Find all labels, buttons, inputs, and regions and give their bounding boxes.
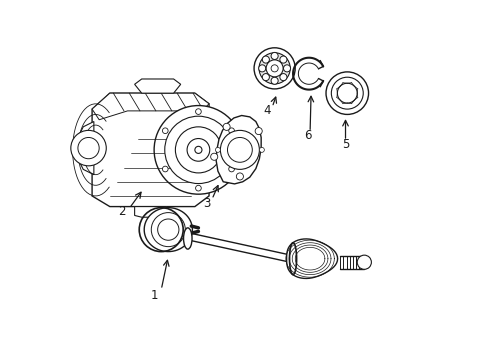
- Text: 3: 3: [203, 197, 210, 210]
- Circle shape: [154, 105, 242, 194]
- Circle shape: [259, 147, 264, 152]
- Polygon shape: [134, 79, 181, 93]
- Polygon shape: [286, 239, 337, 278]
- Circle shape: [262, 56, 269, 63]
- Circle shape: [187, 139, 209, 161]
- Text: 6: 6: [303, 129, 311, 142]
- Text: 5: 5: [341, 138, 348, 151]
- Circle shape: [283, 65, 290, 72]
- Polygon shape: [144, 208, 192, 252]
- Circle shape: [210, 153, 217, 160]
- Circle shape: [162, 166, 168, 172]
- Circle shape: [151, 213, 185, 247]
- Circle shape: [262, 73, 269, 81]
- Circle shape: [195, 109, 201, 114]
- Circle shape: [270, 77, 278, 84]
- Circle shape: [227, 138, 252, 162]
- Circle shape: [279, 56, 286, 63]
- Circle shape: [259, 53, 290, 84]
- Polygon shape: [207, 127, 224, 171]
- Circle shape: [356, 255, 370, 269]
- Circle shape: [164, 116, 232, 184]
- Polygon shape: [92, 93, 209, 120]
- Polygon shape: [192, 234, 291, 262]
- Circle shape: [270, 65, 278, 72]
- Circle shape: [236, 173, 243, 180]
- Text: 1: 1: [150, 289, 158, 302]
- Circle shape: [331, 77, 363, 109]
- Circle shape: [228, 128, 234, 134]
- Circle shape: [78, 138, 99, 159]
- Circle shape: [228, 166, 234, 172]
- Circle shape: [215, 147, 220, 152]
- Circle shape: [220, 130, 259, 169]
- Ellipse shape: [183, 228, 192, 249]
- Polygon shape: [92, 93, 209, 207]
- Text: 2: 2: [118, 206, 126, 219]
- Circle shape: [255, 127, 262, 135]
- Circle shape: [175, 127, 221, 173]
- Circle shape: [279, 73, 286, 81]
- Circle shape: [337, 83, 356, 103]
- Circle shape: [325, 72, 368, 114]
- Circle shape: [223, 123, 230, 130]
- Circle shape: [254, 48, 295, 89]
- Circle shape: [71, 130, 106, 166]
- Circle shape: [258, 65, 265, 72]
- Polygon shape: [134, 207, 166, 217]
- Circle shape: [195, 146, 202, 153]
- Circle shape: [270, 53, 278, 59]
- Circle shape: [157, 219, 179, 240]
- Text: 4: 4: [263, 104, 271, 117]
- Circle shape: [195, 185, 201, 191]
- Polygon shape: [80, 122, 94, 175]
- Circle shape: [162, 128, 168, 134]
- Circle shape: [265, 60, 283, 77]
- Polygon shape: [216, 116, 261, 184]
